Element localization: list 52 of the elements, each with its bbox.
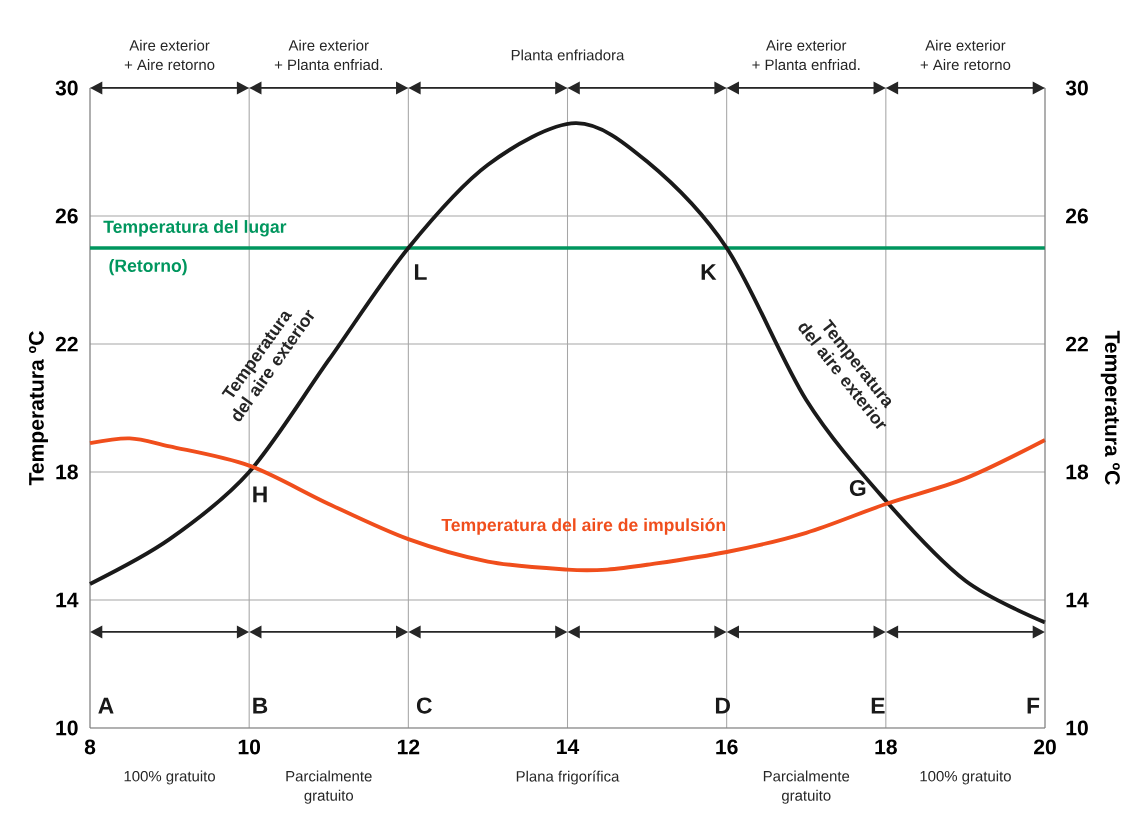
text: + Planta enfriad. bbox=[752, 59, 860, 71]
y-tick-label: 14 bbox=[56, 592, 79, 608]
annotation: C bbox=[416, 697, 432, 714]
x-tick-label: 10 bbox=[238, 739, 261, 755]
annotation: B bbox=[253, 697, 268, 714]
annotation: L bbox=[414, 264, 427, 280]
text: + Aire retorno bbox=[920, 59, 1011, 71]
text: 100% gratuito bbox=[920, 770, 1011, 785]
text: Aire exterior bbox=[766, 39, 847, 51]
x-tick-label: 14 bbox=[557, 739, 580, 754]
text: gratuito bbox=[781, 789, 831, 804]
x-tick-label: 16 bbox=[716, 739, 738, 755]
y-tick-label: 30 bbox=[55, 80, 78, 96]
y2-tick-label: 26 bbox=[1066, 208, 1088, 224]
annotation: Temperatura del aire de impulsión bbox=[441, 518, 726, 535]
annotation: D bbox=[715, 697, 730, 714]
text: Aire exterior bbox=[925, 39, 1006, 51]
line-series bbox=[88, 436, 1047, 573]
x-tick-label: 12 bbox=[397, 739, 420, 755]
annotation: H bbox=[253, 486, 267, 503]
annotation: G bbox=[849, 479, 866, 497]
y2-tick-label: 30 bbox=[1065, 80, 1088, 96]
text: Parcialmente bbox=[286, 770, 372, 782]
text: Aire exterior bbox=[288, 39, 369, 51]
text: + Planta enfriad. bbox=[274, 59, 382, 71]
annotation: A bbox=[98, 697, 114, 714]
annotation: F bbox=[1027, 697, 1040, 714]
annotation: (Retorno) bbox=[109, 259, 187, 276]
text: Planta enfriadora bbox=[511, 49, 625, 61]
text: 100% gratuito bbox=[124, 770, 215, 785]
y2-tick-label: 22 bbox=[1066, 336, 1088, 352]
x-tick-label: 20 bbox=[1034, 739, 1056, 755]
y-tick-label: 10 bbox=[56, 720, 78, 736]
text: gratuito bbox=[304, 789, 354, 804]
annotation: E bbox=[871, 697, 885, 714]
y2-tick-label: 14 bbox=[1066, 592, 1089, 608]
x-tick-label: 18 bbox=[875, 739, 897, 755]
y-tick-label: 26 bbox=[55, 208, 78, 224]
y2-tick-label: 18 bbox=[1066, 464, 1089, 480]
y-tick-label: 22 bbox=[55, 336, 78, 352]
y-axis-title: Temperatura ºC bbox=[28, 331, 49, 486]
text: Parcialmente bbox=[763, 770, 850, 782]
y2-axis-title: Temperatura ºC bbox=[1100, 330, 1120, 485]
ref-line-label: Temperatura del lugar bbox=[103, 220, 287, 237]
text: Plana frigorífica bbox=[516, 770, 620, 785]
text: + Aire retorno bbox=[124, 59, 215, 71]
text: Aire exterior bbox=[129, 39, 210, 51]
annotation: K bbox=[701, 264, 717, 280]
y2-tick-label: 10 bbox=[1066, 720, 1088, 736]
line-series bbox=[88, 121, 1047, 625]
x-tick-label: 8 bbox=[84, 739, 96, 755]
y-tick-label: 18 bbox=[56, 464, 78, 480]
